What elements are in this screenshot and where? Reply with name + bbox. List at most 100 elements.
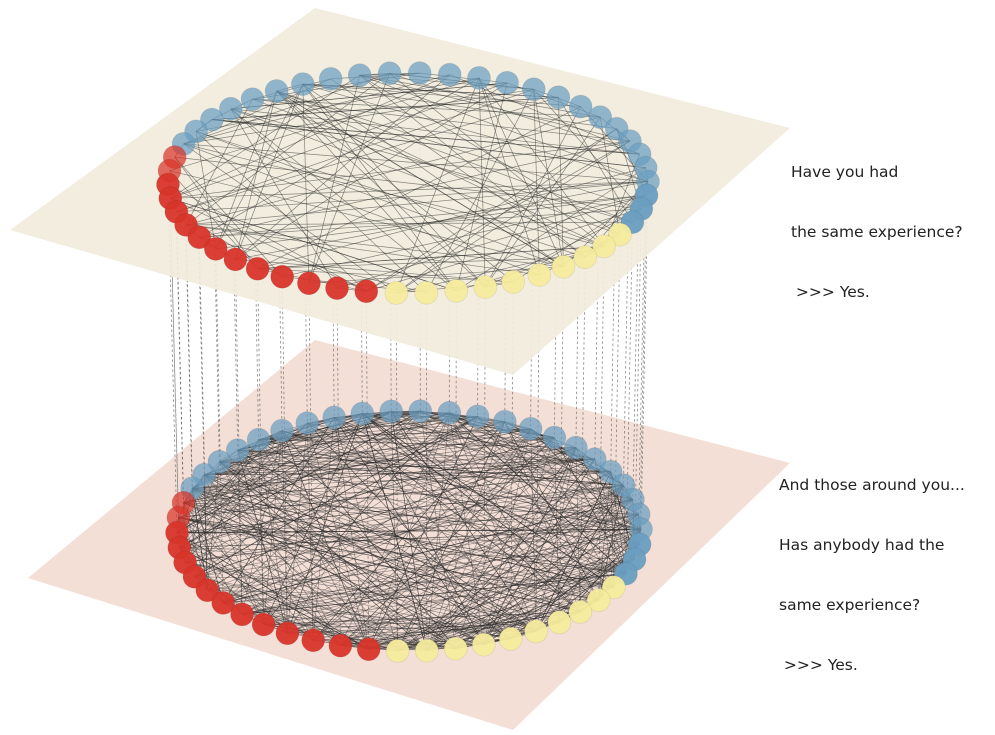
network-edge (449, 412, 615, 588)
network-edge (477, 416, 599, 601)
network-edge (287, 499, 634, 634)
network-edge (390, 411, 581, 613)
caption-line: >>> Yes. (779, 656, 858, 674)
network-edge (204, 428, 531, 476)
network-edge (484, 106, 581, 288)
bottom-plane-shape (28, 340, 790, 730)
network-edge (308, 266, 564, 284)
network-edge (281, 430, 627, 574)
bottom-node-blue (295, 411, 320, 436)
top-layer-nodes (156, 61, 660, 305)
caption-line: same experience? (779, 596, 921, 614)
top-node-blue (437, 62, 462, 87)
network-edge (258, 428, 531, 440)
network-edge (191, 488, 511, 640)
network-edge (183, 502, 537, 632)
network-edge (219, 461, 456, 649)
network-edge (419, 411, 457, 649)
interlayer-link (167, 184, 178, 533)
network-edge (170, 197, 457, 292)
top-node-blue (568, 94, 593, 119)
top-node-blue (588, 105, 613, 129)
bottom-node-yellow (601, 575, 626, 600)
network-edge (308, 73, 390, 284)
top-node-red (325, 276, 349, 301)
network-edge (340, 447, 577, 646)
network-edge (362, 413, 599, 601)
bottom-node-red (328, 633, 353, 658)
network-edge (199, 194, 647, 238)
network-edge (185, 73, 390, 226)
network-edge (183, 412, 450, 504)
network-edge (235, 82, 508, 260)
network-edge (397, 573, 627, 652)
bottom-node-yellow (524, 619, 548, 644)
network-edge (178, 517, 560, 623)
network-edge (535, 447, 577, 632)
top-node-red (245, 256, 270, 281)
network-edge (219, 461, 511, 640)
bottom-node-red (356, 637, 381, 662)
network-edge (287, 471, 611, 634)
caption-line: And those around you... (779, 476, 965, 494)
network-edge (230, 108, 605, 247)
top-node-red (223, 247, 248, 272)
network-edge (211, 119, 646, 169)
network-edge (426, 573, 627, 651)
network-edge (336, 194, 647, 289)
top-layer-edges (167, 72, 649, 294)
network-edge (219, 461, 642, 530)
network-edge (186, 181, 649, 226)
bottom-node-blue (564, 435, 588, 460)
network-edge (478, 77, 605, 247)
network-edge (223, 602, 456, 649)
interlayer-link (639, 195, 647, 545)
network-edge (448, 412, 537, 632)
network-edge (219, 437, 555, 463)
top-node-blue (377, 61, 402, 86)
network-edge (533, 89, 642, 210)
top-node-yellow (444, 278, 469, 303)
network-edge (263, 611, 581, 625)
network-edge (183, 411, 392, 504)
network-edge (308, 75, 361, 284)
network-edge (195, 131, 564, 268)
network-edge (258, 439, 599, 601)
network-edge (176, 532, 640, 545)
interlayer-link (613, 234, 621, 588)
network-edge (186, 224, 540, 276)
caption-line: >>> Yes. (791, 283, 870, 301)
network-edge (167, 184, 367, 292)
top-node-yellow (527, 263, 552, 287)
network-edge (368, 529, 642, 650)
network-edge (178, 517, 599, 601)
network-edge (362, 412, 450, 414)
network-edge (362, 413, 595, 460)
network-edge (359, 74, 621, 235)
network-edge (215, 90, 277, 250)
network-edge (397, 558, 635, 652)
network-edge (334, 410, 421, 418)
network-edge (199, 77, 480, 238)
network-edge (194, 513, 639, 578)
network-edge (366, 140, 631, 292)
network-edge (211, 96, 559, 120)
network-edge (237, 449, 428, 651)
top-node-blue (218, 96, 243, 121)
top-node-blue (264, 79, 289, 103)
network-edge (223, 458, 595, 604)
caption-line: Has anybody had the (779, 536, 945, 554)
network-edge (179, 411, 392, 548)
network-edge (258, 421, 505, 440)
network-edge (420, 410, 642, 530)
interlayer-link (598, 246, 605, 601)
bottom-node-blue (542, 425, 567, 450)
bottom-node-blue (246, 427, 271, 452)
network-edge (426, 421, 506, 651)
network-edge (340, 611, 581, 646)
network-edge (397, 514, 639, 652)
network-edge (276, 90, 642, 210)
network-edge (169, 77, 480, 172)
network-edge (235, 74, 450, 260)
